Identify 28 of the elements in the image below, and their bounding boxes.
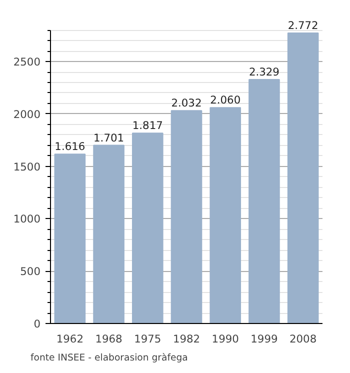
bar	[93, 144, 124, 324]
bar	[287, 32, 319, 324]
source-note: fonte INSEE - elaborasion gràfega	[30, 352, 188, 364]
y-tick-label: 0	[34, 318, 41, 330]
data-label: 2.032	[171, 96, 202, 110]
x-tick-label: 2008	[290, 332, 317, 346]
x-tick-label: 1999	[250, 332, 278, 346]
bar	[54, 154, 86, 324]
data-label: 1.616	[54, 140, 86, 154]
y-tick-label: 1000	[13, 212, 41, 226]
bar	[248, 78, 280, 324]
data-label: 2.060	[210, 94, 241, 107]
x-tick-label: 1990	[212, 332, 240, 346]
x-tick-label: 1968	[95, 332, 123, 346]
x-tick-label: 1975	[134, 332, 162, 346]
bar	[210, 107, 242, 324]
data-label: 2.772	[288, 19, 318, 32]
y-tick-label: 2000	[13, 108, 41, 121]
y-tick-label: 2500	[13, 56, 41, 69]
y-tick-label: 500	[20, 265, 41, 278]
bar	[170, 110, 202, 324]
data-label: 1.817	[132, 119, 163, 132]
data-label: 1.701	[94, 131, 124, 144]
x-tick-label: 1982	[172, 332, 200, 346]
bar	[132, 132, 164, 324]
data-label: 2.329	[248, 65, 280, 78]
x-tick-label: 1962	[56, 332, 84, 346]
y-tick-label: 1500	[13, 160, 41, 174]
